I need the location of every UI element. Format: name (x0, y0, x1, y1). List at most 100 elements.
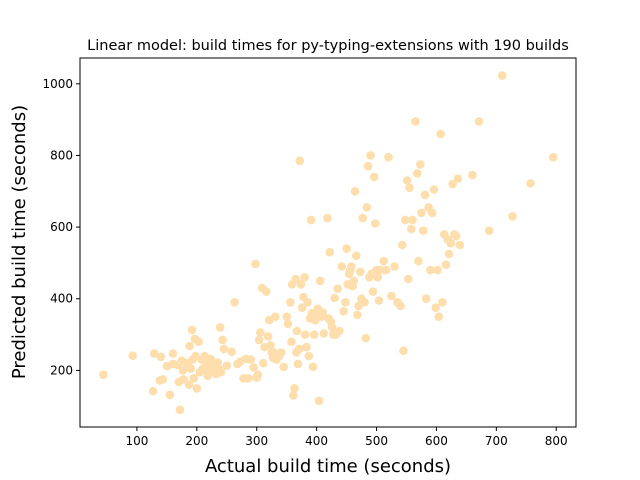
data-point (303, 298, 312, 307)
data-point (433, 265, 442, 275)
data-point (342, 244, 351, 253)
data-point (341, 298, 350, 307)
data-point (402, 176, 412, 185)
data-point (244, 374, 253, 383)
data-point (158, 375, 167, 384)
data-point (271, 312, 280, 322)
data-point (474, 117, 484, 126)
data-point (300, 330, 310, 339)
x-tick-label: 700 (485, 434, 508, 448)
x-tick-label: 300 (245, 434, 268, 448)
data-point (438, 298, 447, 307)
points-layer (99, 71, 558, 415)
data-point (315, 276, 325, 286)
data-point (387, 291, 396, 301)
data-point (411, 117, 420, 126)
data-point (350, 187, 360, 196)
data-point (353, 310, 362, 320)
data-point (369, 172, 379, 182)
data-point (309, 330, 319, 339)
x-tick-label: 500 (365, 434, 388, 448)
y-tick-label: 800 (50, 148, 73, 162)
data-point (192, 384, 202, 393)
data-point (156, 352, 166, 362)
data-point (314, 396, 324, 406)
data-point (218, 335, 227, 345)
data-point (362, 203, 372, 212)
data-point (407, 224, 416, 234)
data-point (294, 344, 304, 354)
data-point (373, 273, 383, 282)
data-point (446, 238, 456, 248)
data-point (420, 190, 430, 200)
x-tick-label: 800 (545, 434, 568, 448)
data-point (363, 161, 373, 171)
data-point (330, 293, 339, 303)
data-point (318, 308, 327, 317)
data-point (185, 341, 194, 351)
data-point (351, 251, 361, 261)
data-point (448, 179, 457, 189)
data-point (304, 351, 314, 361)
data-point (266, 341, 275, 350)
data-point (421, 294, 431, 304)
data-point (339, 307, 348, 316)
data-point (371, 219, 380, 228)
data-point (168, 349, 178, 358)
data-point (368, 287, 378, 296)
data-point (255, 328, 265, 337)
y-axis-label: Predicted build time (seconds) (9, 105, 30, 379)
data-point (227, 347, 236, 357)
data-point (436, 129, 445, 139)
x-tick-label: 100 (125, 434, 148, 448)
data-point (184, 380, 194, 390)
data-point (405, 183, 414, 192)
data-point (99, 370, 108, 380)
data-point (349, 276, 359, 286)
data-point (427, 208, 437, 218)
data-point (429, 185, 439, 194)
plot-area-frame (79, 57, 577, 428)
data-point (219, 344, 229, 354)
data-point (418, 226, 428, 235)
data-point (404, 274, 413, 284)
data-point (417, 208, 426, 218)
data-point (498, 71, 507, 80)
data-point (366, 151, 375, 160)
data-point (416, 160, 425, 169)
y-axis-ticks: 200 400 600 800 1000 (42, 77, 80, 377)
x-tick-label: 600 (425, 434, 448, 448)
data-point (396, 301, 405, 311)
data-point (508, 212, 517, 221)
data-point (333, 284, 342, 294)
data-point (222, 361, 232, 371)
data-point (194, 337, 203, 347)
data-point (293, 359, 303, 369)
data-point (246, 355, 255, 364)
data-point (297, 303, 307, 313)
data-point (289, 391, 298, 400)
x-tick-label: 400 (305, 434, 328, 448)
data-point (374, 296, 384, 305)
data-point (175, 405, 185, 415)
data-point (286, 298, 295, 307)
data-point (187, 325, 197, 335)
data-point (148, 386, 158, 396)
data-point (319, 329, 329, 338)
data-point (292, 326, 302, 336)
data-point (291, 274, 301, 284)
y-tick-label: 200 (50, 363, 73, 377)
data-point (178, 366, 188, 375)
data-point (179, 375, 188, 384)
data-point (300, 273, 309, 282)
x-axis-ticks: 100 200 300 400 500 600 700 800 (125, 427, 568, 448)
data-point (335, 326, 344, 336)
data-point (408, 215, 417, 225)
data-point (263, 332, 273, 341)
data-point (249, 363, 258, 372)
data-point (337, 262, 347, 271)
y-tick-label: 600 (50, 220, 73, 234)
data-point (189, 374, 199, 383)
